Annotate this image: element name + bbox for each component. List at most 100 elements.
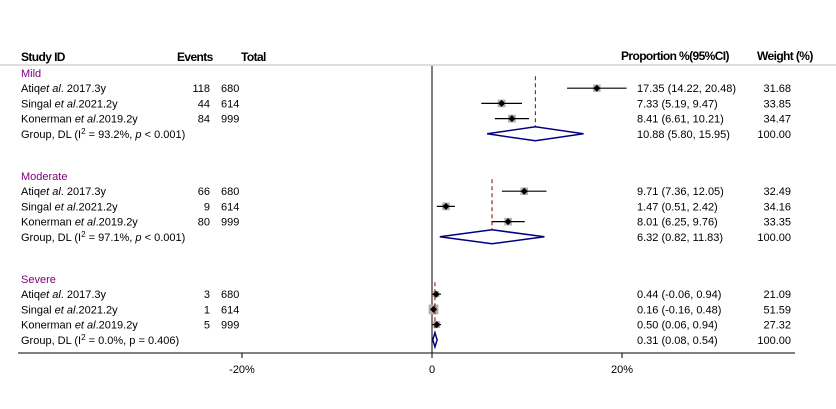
study-events: 5 [204,320,210,332]
study-total: 680 [221,289,239,301]
pooled-i2-superscript: 2 [81,333,86,342]
point-estimate [504,218,512,226]
study-label: Singal et al.2021.2y [21,98,118,110]
study-ci-text: 0.44 (-0.06, 0.94) [637,289,721,301]
study-suffix: .2019.2y [96,217,139,229]
column-headers: Study ID Events Total Proportion %(95%CI… [0,49,836,66]
study-label: Singal et al.2021.2y [21,201,118,213]
study-etal: et al [40,186,61,198]
study-suffix: .2019.2y [96,320,139,332]
study-etal: et al [75,320,96,332]
study-ci-text: 9.71 (7.36, 12.05) [637,186,724,198]
study-suffix: .2019.2y [96,114,139,126]
study-total: 999 [221,320,239,332]
study-total: 614 [221,201,239,213]
study-ci-text: 0.50 (0.06, 0.94) [637,320,718,332]
header-proportion: Proportion %(95%CI) [621,49,730,63]
pooled-p-label: p [134,129,141,141]
study-etal: et al [55,98,76,110]
pooled-label-post: = 97.1%, [86,232,136,244]
pooled-label-pre: Group, DL (I [21,129,81,141]
pooled-label-post: = 93.2%, [86,129,136,141]
study-events: 1 [204,304,210,316]
pooled-diamond [431,330,438,350]
study-ci-text: 7.33 (5.19, 9.47) [637,98,718,110]
study-weight: 33.35 [763,217,791,229]
x-tick-label: 20% [611,364,633,376]
subgroup-label: Moderate [21,171,67,183]
study-etal: et al [40,83,61,95]
study-ci-text: 1.47 (0.51, 2.42) [637,201,718,213]
header-weight: Weight (%) [757,49,813,63]
study-etal: et al [40,289,61,301]
study-etal: et al [55,201,76,213]
study-etal: et al [75,217,96,229]
pooled-weight: 100.00 [757,232,791,244]
point-estimate [508,115,516,123]
study-author: Konerman [21,217,75,229]
pooled-p-post: < 0.001) [142,232,186,244]
study-weight: 31.68 [763,83,791,95]
point-estimate [442,202,450,210]
pooled-ci-text: 6.32 (0.82, 11.83) [637,232,723,244]
pooled-label-pre: Group, DL (I [21,232,81,244]
pooled-label-pre: Group, DL (I [21,335,81,347]
study-weight: 33.85 [763,98,791,110]
study-total: 614 [221,304,239,316]
study-label: Konerman et al.2019.2y [21,217,138,229]
pooled-weight: 100.00 [757,335,791,347]
study-label: Atiqet al. 2017.3y [21,186,107,198]
x-tick-label: 0 [429,364,435,376]
study-weight: 34.47 [763,114,791,126]
study-weight: 32.49 [763,186,791,198]
study-author: Singal [21,304,55,316]
pooled-label: Group, DL (I2 = 0.0%, p = 0.406) [21,333,179,347]
pooled-i2-superscript: 2 [81,127,86,136]
subgroup-label: Severe [21,274,56,286]
study-events: 80 [198,217,210,229]
study-total: 614 [221,98,239,110]
point-estimate [498,99,506,107]
study-ci-text: 0.16 (-0.16, 0.48) [637,304,721,316]
study-label: Konerman et al.2019.2y [21,114,138,126]
study-author: Atiq [21,83,40,95]
subgroup-label: Mild [21,68,41,80]
study-total: 680 [221,83,239,95]
point-estimate [520,187,528,195]
study-etal: et al [75,114,96,126]
study-author: Atiq [21,289,40,301]
point-estimate [432,290,440,298]
study-suffix: .2021.2y [75,98,118,110]
study-ci-text: 8.01 (6.25, 9.76) [637,217,718,229]
study-weight: 51.59 [763,304,791,316]
x-axis: -20% 0 20% [18,352,795,376]
pooled-diamond [486,126,584,142]
study-events: 44 [198,98,210,110]
study-weight: 21.09 [763,289,791,301]
study-events: 66 [198,186,210,198]
study-weight: 34.16 [763,201,791,213]
study-label: Singal et al.2021.2y [21,304,118,316]
study-label: Atiqet al. 2017.3y [21,289,107,301]
header-study-id: Study ID [21,50,66,64]
pooled-i2-superscript: 2 [81,230,86,239]
x-tick-label: -20% [229,364,255,376]
study-suffix: . 2017.3y [61,186,107,198]
point-estimate [593,84,601,92]
study-weight: 27.32 [763,320,791,332]
study-etal: et al [55,304,76,316]
pooled-label-post: = 0.0%, p = 0.406) [86,335,180,347]
study-ci-text: 8.41 (6.61, 10.21) [637,114,724,126]
header-events: Events [177,50,214,64]
study-total: 680 [221,186,239,198]
pooled-label: Group, DL (I2 = 93.2%, p < 0.001) [21,127,185,141]
study-author: Konerman [21,320,75,332]
study-author: Konerman [21,114,75,126]
plot-marks [428,66,627,353]
study-author: Atiq [21,186,40,198]
study-suffix: .2021.2y [75,304,118,316]
pooled-p-label: p [134,232,141,244]
study-events: 3 [204,289,210,301]
